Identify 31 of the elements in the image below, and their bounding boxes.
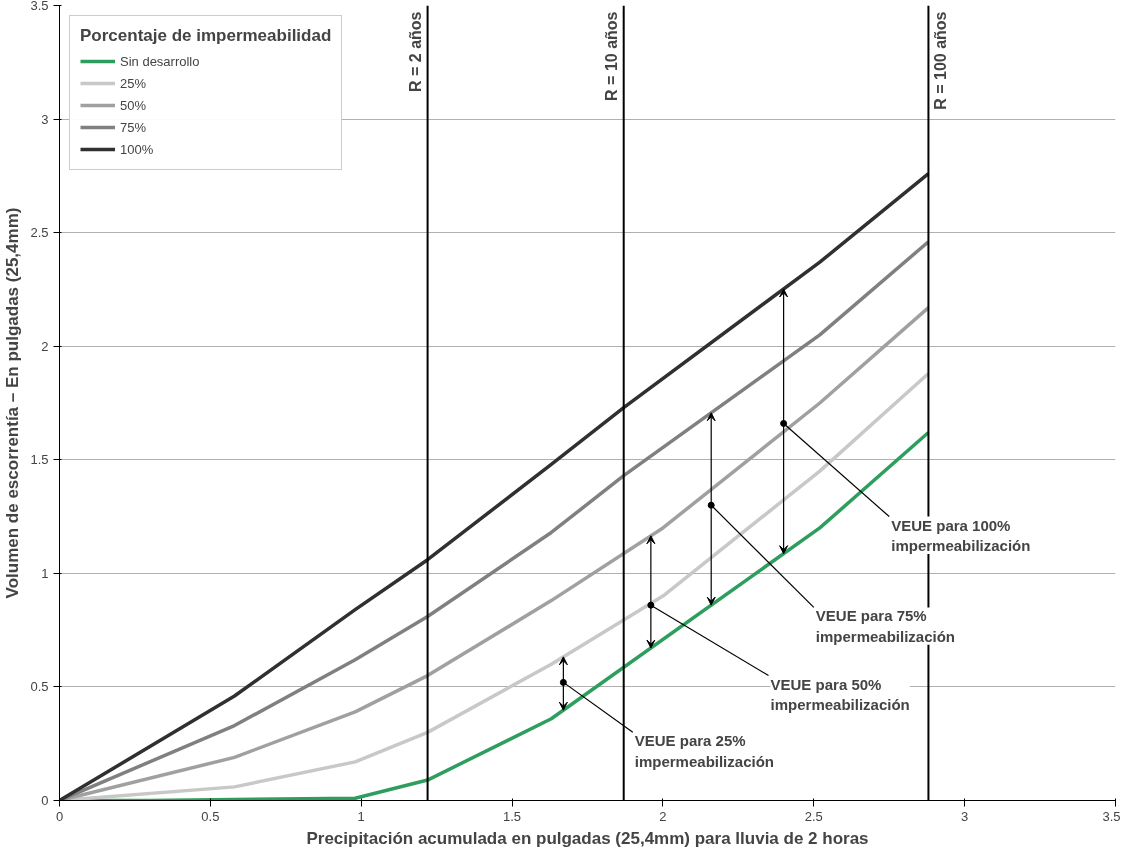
- y-tick-label: 0: [41, 793, 49, 808]
- x-tick-label: 3.5: [1102, 808, 1121, 824]
- x-tick-label: 2: [659, 808, 667, 824]
- y-tick-label: 1: [41, 565, 49, 581]
- annotation: R = 2 años: [406, 11, 424, 92]
- annotation: VEUE para 100% impermeabilización: [891, 516, 1031, 554]
- legend-label: Sin desarrollo: [120, 53, 200, 69]
- y-tick-label: 2.5: [30, 225, 49, 241]
- x-tick-label: 2.5: [804, 808, 823, 824]
- legend-label: 50%: [120, 97, 147, 113]
- legend-label: 100%: [120, 141, 154, 157]
- x-tick-label: 0: [55, 808, 64, 824]
- annotation: VEUE para 50% impermeabilización: [770, 675, 910, 713]
- annotation: R = 10 años: [602, 11, 620, 101]
- annotation: VEUE para 75% impermeabilización: [815, 607, 955, 645]
- x-tick-label: 1.5: [503, 808, 522, 824]
- legend-label: 75%: [120, 119, 147, 135]
- y-tick-label: 0.5: [30, 679, 49, 695]
- y-tick-label: 2: [41, 338, 49, 354]
- x-axis-title: Precipitación acumulada en pulgadas (25,4mm) para lluvia de 2 horas: [306, 828, 869, 848]
- y-axis-title: Volumen de escorrentía – En pulgadas (25,4mm): [3, 207, 23, 599]
- y-tick-label: 3: [41, 111, 49, 127]
- legend-title: Porcentaje de impermeabilidad: [80, 26, 332, 46]
- y-tick-label: 3.5: [30, 0, 49, 13]
- x-tick-label: 0.5: [201, 808, 220, 824]
- annotation: VEUE para 25% impermeabilización: [634, 732, 774, 770]
- x-tick-label: 1: [357, 808, 365, 824]
- legend-label: 25%: [120, 75, 147, 91]
- annotation: R = 100 años: [932, 11, 950, 110]
- y-tick-label: 1.5: [30, 452, 49, 468]
- x-tick-label: 3: [961, 808, 969, 824]
